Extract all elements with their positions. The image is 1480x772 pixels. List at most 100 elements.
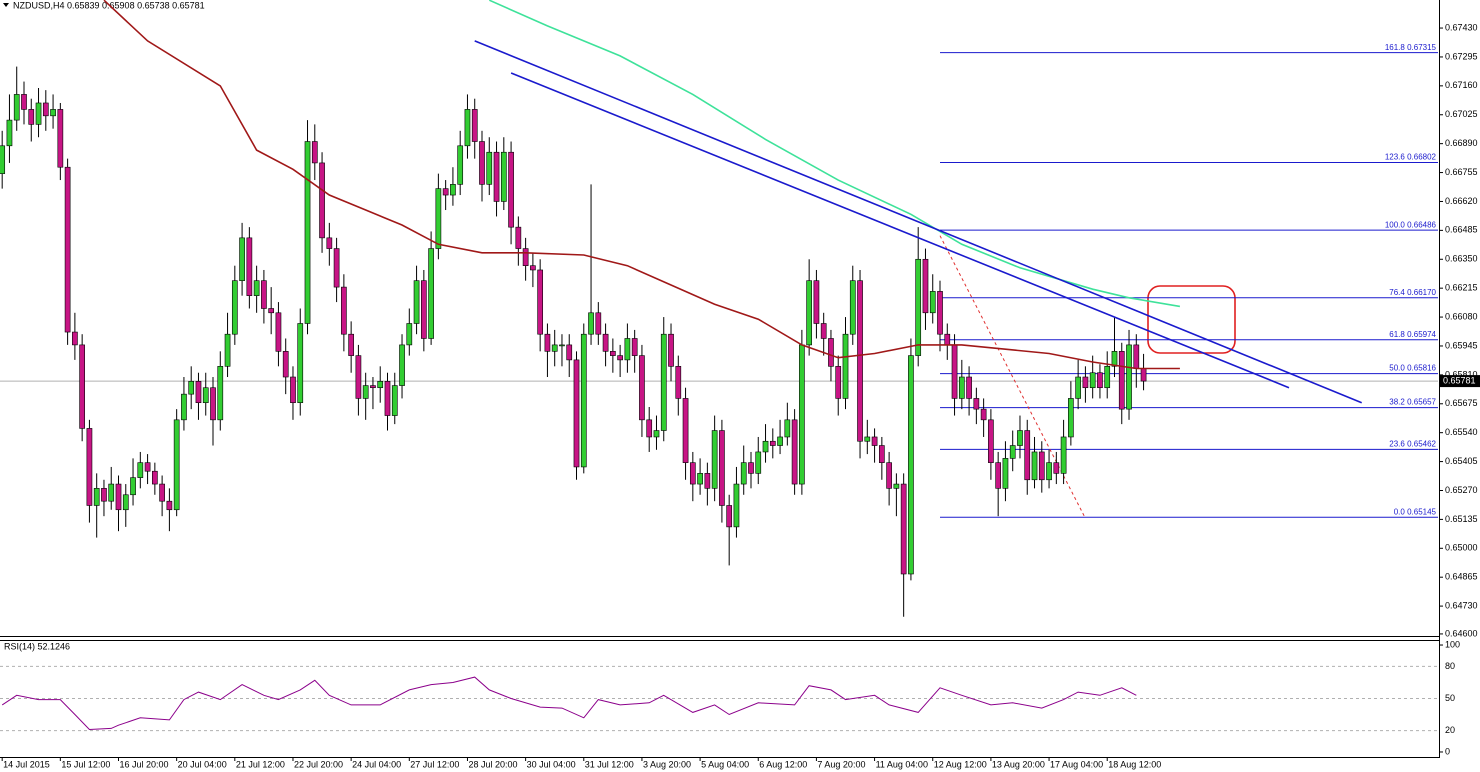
candle-body — [479, 141, 485, 185]
candle-body — [57, 109, 64, 168]
candle-body — [137, 462, 144, 478]
candle-body — [210, 387, 216, 421]
candle-body — [79, 344, 85, 429]
candle-body — [530, 265, 536, 271]
x-tick-label: 22 Jul 20:00 — [294, 759, 343, 769]
trendline — [474, 40, 1363, 404]
candle-body — [442, 188, 449, 196]
candle-body — [951, 344, 958, 399]
candle-body — [595, 312, 602, 335]
x-tick-label: 7 Aug 20:00 — [817, 759, 865, 769]
rsi-line — [1, 676, 1137, 731]
candle-body — [457, 145, 464, 185]
candle-body — [115, 483, 122, 511]
candle-body — [304, 141, 311, 324]
candle-body — [733, 483, 740, 528]
candle-body — [828, 338, 834, 367]
candle-body — [886, 462, 892, 489]
candle-body — [515, 226, 522, 249]
y-tick-label: 0.66485 — [1445, 225, 1478, 235]
candle-body — [217, 366, 224, 421]
candle-body — [159, 483, 165, 502]
y-tick-label: 0.65000 — [1445, 543, 1478, 553]
y-tick-label: 0.65945 — [1445, 340, 1478, 350]
fib-label: 61.8 0.65974 — [1389, 330, 1436, 339]
candle-body — [435, 188, 442, 249]
candle-body — [820, 323, 827, 339]
y-tick-label: 0.65270 — [1445, 485, 1478, 495]
candle-body — [631, 338, 638, 356]
candle-body — [1126, 344, 1132, 410]
candle-body — [1009, 445, 1016, 459]
last-price-label: 0.65781 — [1443, 375, 1476, 385]
candle-body — [28, 109, 35, 125]
candle-body — [937, 291, 943, 335]
candle-body — [319, 162, 325, 239]
candle-body — [464, 109, 471, 147]
candle-body — [704, 473, 711, 489]
highlight-box — [1147, 285, 1236, 354]
candle-body — [144, 462, 151, 472]
candle-body — [493, 151, 500, 202]
candle-body — [13, 94, 20, 121]
candle-body — [261, 280, 267, 309]
candle-body — [35, 102, 42, 125]
candle-body — [777, 436, 783, 446]
x-tick-label: 5 Aug 04:00 — [701, 759, 749, 769]
candle-body — [1031, 451, 1038, 481]
candle-body — [769, 440, 776, 446]
candle-body — [668, 333, 674, 367]
y-tick-label: 20 — [1445, 725, 1455, 735]
candle-body — [1017, 430, 1023, 446]
candle-body — [1104, 366, 1111, 389]
candle-body — [995, 462, 1002, 489]
candle-body — [719, 430, 725, 506]
candle-body — [835, 366, 842, 399]
candle-body — [610, 351, 616, 356]
candle-body — [391, 385, 398, 416]
fib-label: 23.6 0.65462 — [1389, 439, 1436, 448]
y-tick-label: 0.64865 — [1445, 572, 1478, 582]
fib-label: 76.4 0.66170 — [1389, 288, 1436, 297]
candle-body — [1111, 351, 1118, 367]
candle-body — [355, 355, 362, 399]
candle-body — [958, 376, 965, 399]
y-tick-label: 0.66755 — [1445, 167, 1478, 177]
candle-body — [311, 141, 318, 164]
y-tick-label: 100 — [1445, 639, 1460, 649]
x-tick-label: 3 Aug 20:00 — [643, 759, 691, 769]
candle-body — [929, 291, 936, 314]
candle-body — [290, 376, 296, 404]
candle-body — [1053, 462, 1060, 474]
candle-body — [450, 184, 456, 196]
y-tick-label: 0.67025 — [1445, 109, 1478, 119]
candle-body — [1046, 462, 1052, 481]
candle-body — [246, 237, 253, 296]
candle-body — [922, 258, 929, 314]
candle-body — [871, 436, 878, 446]
candle-body — [1024, 430, 1031, 481]
candle-body — [893, 483, 900, 489]
candle-body — [1118, 351, 1125, 410]
candle-body — [202, 387, 209, 404]
y-tick-label: 0.65405 — [1445, 456, 1478, 466]
y-tick-label: 0 — [1445, 746, 1450, 756]
candle-body — [1068, 398, 1074, 438]
candle-body — [122, 494, 129, 511]
candle-body — [152, 470, 158, 485]
candle-body — [130, 477, 136, 496]
candle-body — [384, 380, 391, 416]
candle-body — [682, 398, 689, 463]
y-tick-label: 0.66080 — [1445, 311, 1478, 321]
candle-body — [784, 419, 791, 438]
candle-body — [900, 483, 907, 575]
x-tick-label: 16 Jul 20:00 — [120, 759, 169, 769]
candle-body — [1133, 344, 1140, 369]
y-tick-label: 0.64600 — [1445, 628, 1478, 638]
x-tick-label: 30 Jul 04:00 — [527, 759, 576, 769]
candle-body — [988, 419, 994, 463]
candle-body — [173, 419, 180, 511]
x-tick-label: 31 Jul 12:00 — [585, 759, 634, 769]
candle-body — [689, 462, 696, 485]
